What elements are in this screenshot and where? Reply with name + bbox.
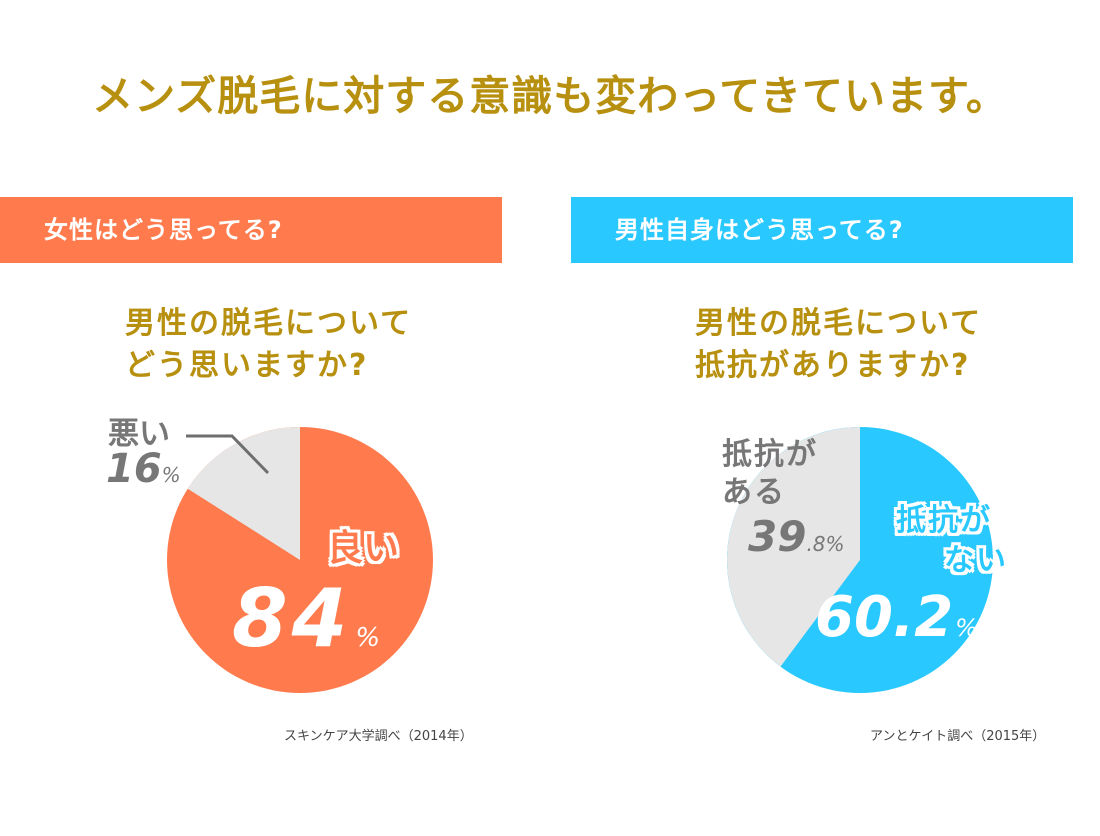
right-question-line2: 抵抗がありますか? — [695, 348, 971, 383]
right-question: 男性の脱毛について 抵抗がありますか? — [695, 303, 982, 387]
left-pie — [167, 426, 433, 693]
right-minor-label: 抵抗が ある — [722, 437, 818, 510]
right-pie — [727, 427, 993, 693]
left-source-note: スキンケア大学調べ（2014年） — [284, 729, 473, 744]
men-opinion-banner: 男性自身はどう思ってる? — [571, 197, 1073, 263]
left-major-value: 84% — [232, 572, 381, 665]
left-minor-value: 16% — [106, 446, 181, 492]
left-minor-label: 悪い — [108, 416, 170, 452]
right-minor-value: 39.8% — [748, 512, 845, 561]
right-source-note: アンとケイト調べ（2015年） — [870, 729, 1046, 744]
right-major-label: 抵抗が ない — [896, 503, 1008, 578]
left-question-line2: どう思いますか? — [125, 348, 369, 383]
right-major-value: 60.2% — [815, 585, 978, 650]
right-pie-slice-resistance — [727, 427, 860, 667]
page-title: メンズ脱毛に対する意識も変わってきています。 — [92, 72, 1008, 120]
right-question-line1: 男性の脱毛について — [695, 306, 983, 341]
left-major-label: 良い — [327, 528, 400, 569]
left-question: 男性の脱毛について どう思いますか? — [125, 303, 412, 387]
left-question-line1: 男性の脱毛について — [125, 306, 413, 341]
women-opinion-banner: 女性はどう思ってる? — [0, 197, 502, 263]
left-leader-line — [186, 434, 270, 475]
left-pie-slice-bad — [187, 426, 300, 560]
